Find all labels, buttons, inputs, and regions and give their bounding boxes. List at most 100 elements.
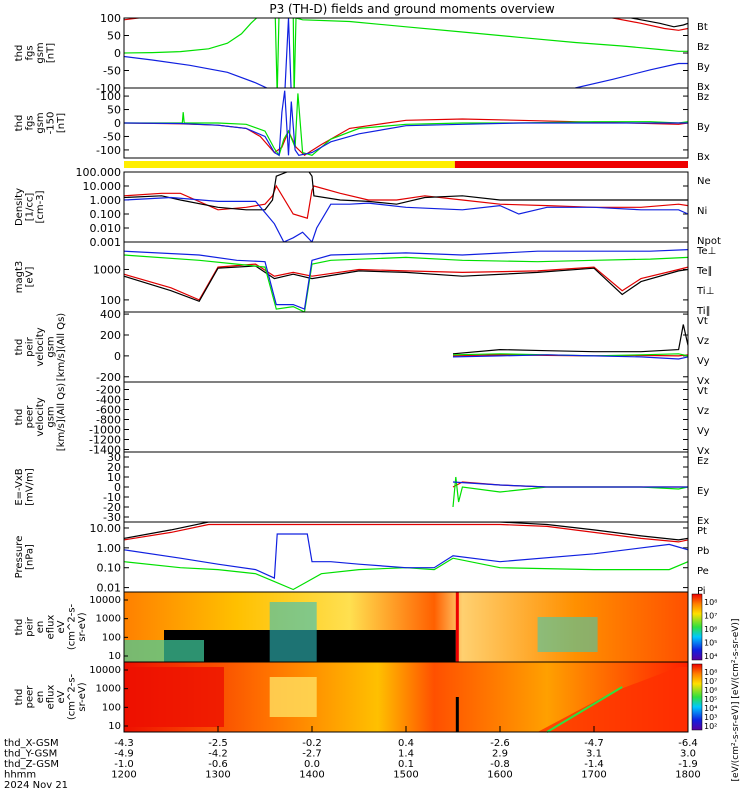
y-axis-label: eflux: [46, 615, 57, 640]
y-tick-label: 10: [108, 651, 121, 662]
y-axis-label: gsm: [35, 42, 46, 63]
series-line-Te⊥: [124, 263, 688, 301]
y-tick-label: 10.000: [83, 180, 122, 193]
panel-ion-velocity: thd peir velocity gsm [km/s](All Qs) 400 200 0 -…: [14, 308, 710, 387]
y-tick-label: -1000: [89, 424, 121, 437]
x-row-label: thd_X-GSM: [4, 738, 59, 749]
legend-entry: Vy: [697, 356, 710, 367]
y-axis-label: thd: [14, 689, 25, 706]
y-tick-label: 1.00: [97, 542, 122, 555]
x-row-value: 1800: [675, 770, 700, 781]
panel-pressure: Pressure [nPa] 10.00 1.00 0.10 0.01 Pt Pb Pe Pi: [14, 521, 709, 597]
colorbar: [691, 593, 703, 661]
date-label: 2024 Nov 21: [4, 780, 68, 791]
series-line-Ey: [452, 476, 688, 508]
mode-bar-red: [454, 161, 688, 168]
legend-entry: Pi: [697, 586, 706, 597]
y-tick-label: 1000: [96, 614, 121, 625]
x-row-value: -1.4: [584, 759, 604, 770]
y-tick-label: 1000: [96, 684, 121, 695]
y-axis-label: Pressure: [14, 536, 25, 579]
x-row-value: -4.3: [114, 738, 134, 749]
y-tick-label: -400: [96, 394, 121, 407]
y-axis-label: sr-eV): [77, 612, 88, 641]
series-line-Pt: [124, 522, 688, 541]
y-axis-label: en: [35, 691, 46, 704]
y-tick-label: 50: [107, 104, 121, 117]
panel-electron-velocity: thd peer velocity gsm [km/s](All Qs) -200-400…: [14, 381, 710, 457]
y-axis-label: magt3: [14, 261, 25, 294]
colorbar-tick-label: 10⁴: [704, 704, 717, 713]
y-axis-label: gsm: [46, 406, 57, 427]
y-axis-label: velocity: [35, 397, 46, 436]
x-row-label: thd_Y-GSM: [4, 749, 57, 760]
x-row-value: 0.0: [304, 759, 320, 770]
series-group: [124, 90, 688, 157]
y-axis-label: eV: [56, 620, 67, 633]
y-axis-label: -150: [46, 112, 57, 135]
legend-entry: Vz: [697, 406, 709, 417]
y-tick-label: 30: [107, 451, 121, 464]
legend-entry: Pe: [697, 566, 709, 577]
x-row-label: thd_Z-GSM: [4, 759, 59, 770]
y-tick-label: -800: [96, 414, 121, 427]
x-row-value: 1500: [393, 770, 418, 781]
y-tick-label: -20: [103, 501, 121, 514]
colorbar-tick-label: 10⁵: [704, 695, 717, 704]
mode-bar-yellow: [124, 161, 455, 168]
y-tick-label: 0.001: [90, 236, 122, 249]
legend-entry: Vy: [697, 426, 710, 437]
y-tick-label: -100: [96, 144, 121, 157]
panel-frame: [123, 521, 689, 593]
y-tick-label: 20: [107, 461, 121, 474]
series-group: [452, 476, 688, 508]
panel-temperature: magt3 [eV] 1000 100 Te⊥ Te∥ Ti⊥ Ti∥: [14, 241, 716, 317]
series-line-By: [124, 18, 688, 88]
spectrogram-warm-patch: [269, 677, 317, 717]
x-row-value: 1700: [581, 770, 606, 781]
x-row-value: -4.2: [208, 749, 228, 760]
y-axis-label: thd: [14, 339, 25, 356]
legend-entry: Ni: [697, 206, 707, 217]
series-line-Bx: [124, 18, 688, 88]
legend-entry: Vt: [697, 386, 708, 397]
y-tick-label: 100: [100, 294, 121, 307]
colorbar-label: [eV/(cm²-s-sr-eV)] [eV/(cm²-s-sr-eV)]: [731, 619, 741, 782]
y-axis-label: thd: [14, 619, 25, 636]
legend-entry: Vt: [697, 316, 708, 327]
spectrogram-hot-patch: [124, 667, 224, 727]
x-row-value: 0.1: [398, 759, 414, 770]
x-row-value: -6.4: [678, 738, 698, 749]
x-row-value: 2.9: [492, 749, 508, 760]
y-axis-label: [nT]: [46, 43, 57, 63]
y-tick-label: -1400: [89, 444, 121, 457]
y-axis-label: fgs: [25, 45, 36, 60]
legend-entry: Npot: [697, 236, 721, 247]
panel-frame: [123, 17, 689, 89]
y-axis-label: [nPa]: [25, 544, 36, 570]
legend-entry: By: [697, 62, 710, 73]
panel-frame: [123, 381, 689, 453]
x-row-value: 1.4: [398, 749, 414, 760]
panel-ion-spec: thd peir en eflux eV (cm^2-s-sr-eV)10⁸10⁷10⁶1…: [14, 591, 717, 663]
y-axis-label: [1/cc]: [25, 193, 36, 222]
y-tick-label: -600: [96, 404, 121, 417]
legend-entry: Pt: [697, 526, 707, 537]
x-row-value: 0.4: [398, 738, 414, 749]
panel-frame: [123, 311, 689, 383]
y-tick-label: -30: [103, 511, 121, 524]
legend-entry: Bt: [697, 22, 708, 33]
y-axis-label: [km/s](All Qs): [56, 383, 67, 451]
panel-density: Density [1/cc] [cm-3] 100.00010.0001.0000.1…: [14, 166, 721, 249]
x-row-value: -1.9: [678, 759, 698, 770]
series-line-Te∥: [124, 265, 688, 303]
series-line-Npot: [124, 196, 688, 242]
y-axis-label: peir: [25, 336, 36, 356]
y-axis-label: thd: [14, 45, 25, 62]
x-row-value: 1600: [487, 770, 512, 781]
y-axis-label: Density: [14, 188, 25, 226]
y-tick-label: -10: [103, 491, 121, 504]
y-axis-label: (cm^2-s-: [67, 673, 78, 720]
